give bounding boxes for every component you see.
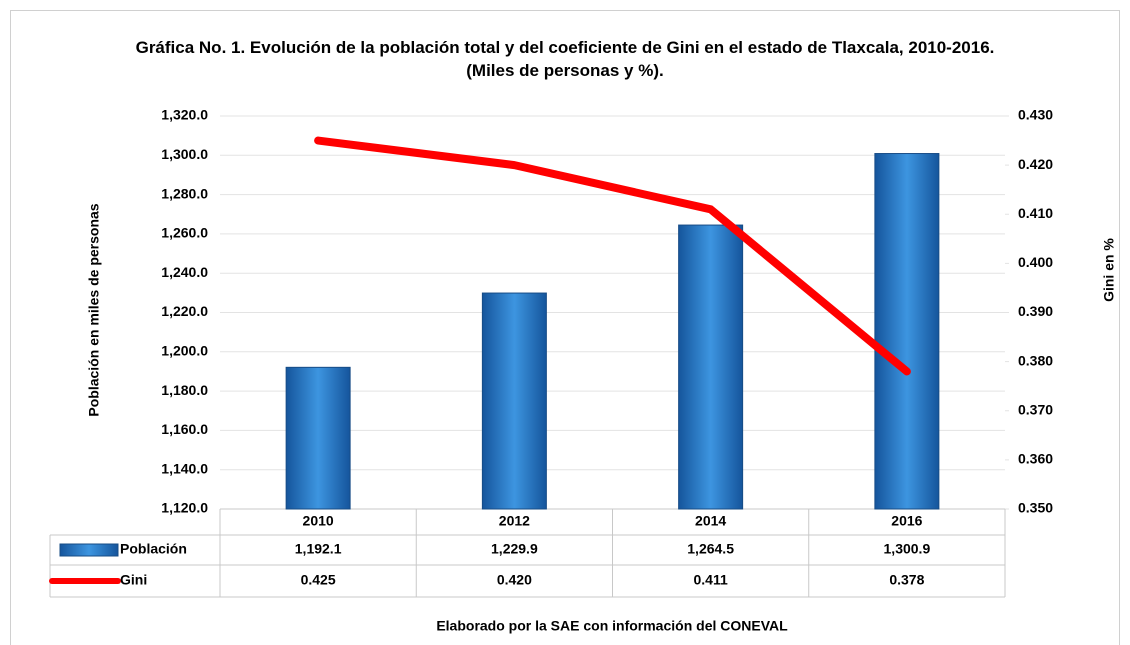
bar: [874, 153, 940, 510]
chart-border: [10, 10, 1120, 645]
table-value: 0.425: [301, 572, 336, 588]
table-value: 1,300.9: [884, 541, 931, 557]
y2-tick-label: 0.370: [1018, 401, 1053, 417]
y2-tick-label: 0.350: [1018, 500, 1053, 516]
x-tick-label: 2014: [695, 513, 726, 529]
y-tick-label: 1,320.0: [161, 107, 208, 123]
y2-tick-label: 0.380: [1018, 352, 1053, 368]
table-value: 0.411: [693, 572, 727, 588]
x-tick-label: 2010: [303, 513, 334, 529]
y2-axis-label: Gini en %: [1101, 238, 1117, 302]
y-tick-label: 1,160.0: [161, 421, 208, 437]
table-value: 1,192.1: [295, 541, 342, 557]
y-tick-label: 1,260.0: [161, 225, 208, 241]
bar: [285, 366, 351, 510]
legend-label: Población: [120, 541, 187, 557]
table-value: 1,229.9: [491, 541, 538, 557]
y-tick-label: 1,280.0: [161, 185, 208, 201]
chart-title: Gráfica No. 1. Evolución de la población…: [135, 38, 995, 80]
table-value: 0.378: [889, 572, 924, 588]
y2-tick-label: 0.390: [1018, 303, 1053, 319]
y2-tick-label: 0.410: [1018, 205, 1053, 221]
source-note: Elaborado por la SAE con información del…: [436, 618, 788, 634]
legend-swatch: [59, 543, 119, 557]
bar: [481, 292, 547, 510]
table-value: 1,264.5: [687, 541, 734, 557]
y-tick-label: 1,140.0: [161, 460, 208, 476]
table-value: 0.420: [497, 572, 532, 588]
bar: [678, 224, 744, 510]
y2-tick-label: 0.360: [1018, 451, 1053, 467]
y-tick-label: 1,120.0: [161, 500, 208, 516]
y2-tick-label: 0.400: [1018, 254, 1053, 270]
x-tick-label: 2016: [891, 513, 922, 529]
y2-tick-label: 0.420: [1018, 156, 1053, 172]
y2-tick-label: 0.430: [1018, 107, 1053, 123]
y-tick-label: 1,240.0: [161, 264, 208, 280]
line: [314, 136, 911, 376]
legend-label: Gini: [120, 572, 147, 588]
y-axis-label: Población en miles de personas: [86, 203, 102, 416]
y-tick-label: 1,200.0: [161, 343, 208, 359]
x-tick-label: 2012: [499, 513, 530, 529]
y-tick-label: 1,220.0: [161, 303, 208, 319]
y-tick-label: 1,300.0: [161, 146, 208, 162]
y-tick-label: 1,180.0: [161, 382, 208, 398]
